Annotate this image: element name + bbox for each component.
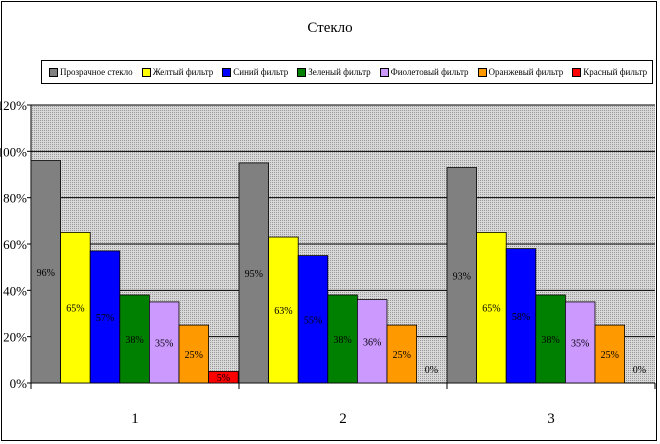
legend-swatch [141, 67, 151, 77]
legend-item: Зеленый фильтр [297, 67, 371, 77]
legend-swatch [477, 67, 487, 77]
data-label: 36% [363, 337, 381, 348]
x-tick-label: 2 [339, 411, 347, 427]
legend-item: Желтый фильтр [141, 67, 214, 77]
bar [89, 250, 121, 384]
y-tick-label: 20% [3, 330, 27, 345]
legend-swatch [297, 67, 307, 77]
data-label: 25% [185, 350, 203, 361]
legend-item: Прозрачное стекло [49, 67, 133, 77]
legend-item: Красный фильтр [572, 67, 647, 77]
bar [565, 301, 596, 384]
x-tick-label: 3 [547, 411, 555, 427]
data-label: 38% [125, 335, 143, 346]
legend: Прозрачное стекло Желтый фильтр Синий филь… [41, 60, 653, 84]
data-label: 25% [601, 350, 619, 361]
data-label: 93% [453, 271, 471, 282]
bar [297, 255, 329, 384]
y-tick-label: 120% [0, 98, 27, 113]
data-label: 38% [541, 335, 559, 346]
y-tick-label: 40% [3, 283, 27, 298]
data-label: 95% [245, 269, 263, 280]
legend-label: Красный фильтр [583, 67, 648, 77]
legend-label: Зеленый фильтр [308, 67, 371, 77]
bar [148, 301, 180, 384]
bar [476, 232, 507, 384]
legend-label: Фиолетовый фильтр [390, 67, 469, 77]
data-label: 65% [66, 304, 84, 315]
data-label: 35% [571, 338, 589, 349]
x-tick-label: 1 [131, 411, 139, 427]
data-label: 5% [217, 373, 230, 384]
legend-item: Синий фильтр [222, 67, 288, 77]
legend-label: Желтый фильтр [152, 67, 214, 77]
data-label: 63% [274, 306, 292, 317]
legend-label: Оранжевый фильтр [488, 67, 564, 77]
legend-swatch [379, 67, 389, 77]
y-tick-label: 80% [3, 191, 27, 206]
y-tick-label: 100% [0, 144, 27, 159]
data-label: 96% [37, 268, 55, 279]
data-label: 25% [393, 350, 411, 361]
bar [505, 248, 537, 384]
legend-label: Прозрачное стекло [60, 67, 133, 77]
bar [60, 232, 91, 384]
legend-label: Синий фильтр [233, 67, 289, 77]
chart-title: Стекло [307, 20, 353, 36]
bar [119, 294, 150, 384]
legend-swatch [49, 67, 58, 77]
bar [594, 324, 626, 384]
data-label: 0% [633, 365, 646, 376]
bar [356, 299, 388, 384]
bar [327, 294, 358, 384]
legend-swatch [572, 67, 582, 77]
bar [446, 167, 478, 384]
data-label: 0% [425, 365, 438, 376]
bar [386, 324, 418, 384]
legend-item: Оранжевый фильтр [477, 67, 564, 77]
data-label: 38% [333, 335, 351, 346]
y-tick-label: 0% [10, 376, 28, 391]
data-label: 65% [482, 304, 500, 315]
legend-item: Фиолетовый фильтр [379, 67, 469, 77]
bar [535, 294, 566, 384]
bar [178, 324, 210, 384]
data-label: 57% [96, 313, 114, 324]
data-label: 55% [304, 315, 322, 326]
bar [30, 160, 62, 384]
y-tick-label: 60% [3, 237, 27, 252]
bar [208, 371, 239, 384]
legend-swatch [222, 67, 232, 77]
data-label: 58% [512, 312, 530, 323]
data-label: 35% [155, 338, 173, 349]
